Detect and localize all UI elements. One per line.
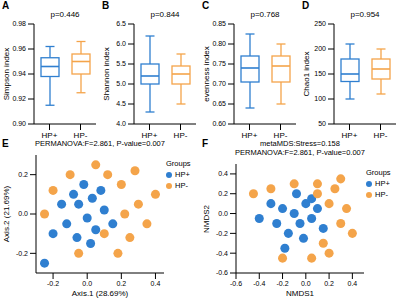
html-text:HP+: HP+ [375, 179, 390, 188]
html-text:Simpson index: Simpson index [1, 47, 11, 101]
svg-text:-0.2: -0.2 [16, 250, 28, 257]
html-text:metaMDS:Stress=0.158: metaMDS:Stress=0.158 [260, 139, 340, 148]
svg-text:200: 200 [314, 45, 326, 52]
svg-text:150: 150 [314, 70, 326, 77]
html-text:HP-: HP- [175, 181, 188, 190]
svg-text:250: 250 [314, 20, 326, 27]
svg-text:50: 50 [318, 120, 326, 127]
html-text:evenness index: evenness index [201, 46, 211, 102]
svg-text:-0.2: -0.2 [216, 230, 228, 237]
svg-text:0.4: 0.4 [347, 280, 357, 287]
svg-text:0.0: 0.0 [82, 280, 92, 287]
svg-text:-0.4: -0.4 [216, 250, 228, 257]
svg-text:0.85: 0.85 [212, 20, 226, 27]
html-text:Groups: Groups [166, 159, 191, 168]
html-text:PERMANOVA:F=2.861, P-value=0.0: PERMANOVA:F=2.861, P-value=0.007 [35, 139, 165, 148]
svg-text:-0.4: -0.4 [253, 280, 265, 287]
html-text:NMDS1: NMDS1 [286, 289, 314, 298]
svg-text:6.0: 6.0 [116, 40, 126, 47]
svg-text:HP-: HP- [74, 131, 88, 138]
html-text:Groups: Groups [366, 168, 391, 177]
html-text:F: F [202, 138, 209, 149]
html-text:B: B [102, 0, 110, 11]
html-text:NMDS2: NMDS2 [201, 204, 211, 233]
html-text:Shannon index: Shannon index [101, 47, 111, 101]
svg-text:0.2: 0.2 [116, 280, 126, 287]
svg-text:HP+: HP+ [42, 131, 58, 138]
html-text:p=0.446: p=0.446 [50, 10, 80, 19]
svg-text:5.0: 5.0 [116, 80, 126, 87]
svg-text:0.96: 0.96 [12, 45, 26, 52]
svg-text:0.2: 0.2 [18, 171, 28, 178]
html-text:PERMANOVA:F=2.861, P-value=0.0: PERMANOVA:F=2.861, P-value=0.007 [235, 148, 365, 157]
html-text:C: C [202, 0, 210, 11]
html-text:Chao1 index: Chao1 index [301, 51, 311, 97]
html-text:HP-: HP- [375, 190, 388, 199]
svg-text:HP-: HP- [374, 131, 388, 138]
svg-text:-0.6: -0.6 [230, 280, 242, 287]
svg-text:0.92: 0.92 [12, 95, 26, 102]
svg-text:HP-: HP- [274, 131, 288, 138]
svg-text:6.5: 6.5 [116, 20, 126, 27]
svg-text:-0.2: -0.2 [47, 280, 59, 287]
svg-text:0.90: 0.90 [12, 120, 26, 127]
html-text:p=0.768: p=0.768 [250, 10, 280, 19]
svg-text:0.4: 0.4 [218, 170, 228, 177]
svg-text:-0.2: -0.2 [277, 280, 289, 287]
html-text:D: D [302, 0, 310, 11]
html-text:E: E [2, 138, 9, 149]
html-text:HP+: HP+ [175, 170, 190, 179]
svg-text:HP+: HP+ [342, 131, 358, 138]
svg-text:0.65: 0.65 [212, 100, 226, 107]
svg-text:0.70: 0.70 [212, 80, 226, 87]
svg-text:HP-: HP- [174, 131, 188, 138]
svg-text:0.94: 0.94 [12, 70, 26, 77]
html-text:p=0.844: p=0.844 [150, 10, 180, 19]
svg-text:0.0: 0.0 [218, 210, 228, 217]
svg-text:0.2: 0.2 [324, 280, 334, 287]
svg-text:0.60: 0.60 [212, 120, 226, 127]
html-text:A: A [2, 0, 10, 11]
svg-text:0.75: 0.75 [212, 60, 226, 67]
html-text:Axis.2 (21.69%): Axis.2 (21.69%) [1, 185, 11, 243]
svg-text:0.80: 0.80 [212, 40, 226, 47]
svg-text:HP+: HP+ [142, 131, 158, 138]
svg-text:0.0: 0.0 [18, 210, 28, 217]
svg-text:4.5: 4.5 [116, 100, 126, 107]
svg-text:100: 100 [314, 95, 326, 102]
svg-text:5.5: 5.5 [116, 60, 126, 67]
html-text:Axis.1 (28.69%): Axis.1 (28.69%) [71, 289, 129, 298]
svg-text:0.0: 0.0 [301, 280, 311, 287]
svg-text:HP+: HP+ [242, 131, 258, 138]
svg-text:0.98: 0.98 [12, 20, 26, 27]
svg-text:0.2: 0.2 [218, 190, 228, 197]
svg-text:-0.6: -0.6 [216, 269, 228, 276]
svg-text:0.4: 0.4 [151, 280, 161, 287]
svg-text:4.0: 4.0 [116, 120, 126, 127]
html-text:p=0.954: p=0.954 [350, 10, 380, 19]
